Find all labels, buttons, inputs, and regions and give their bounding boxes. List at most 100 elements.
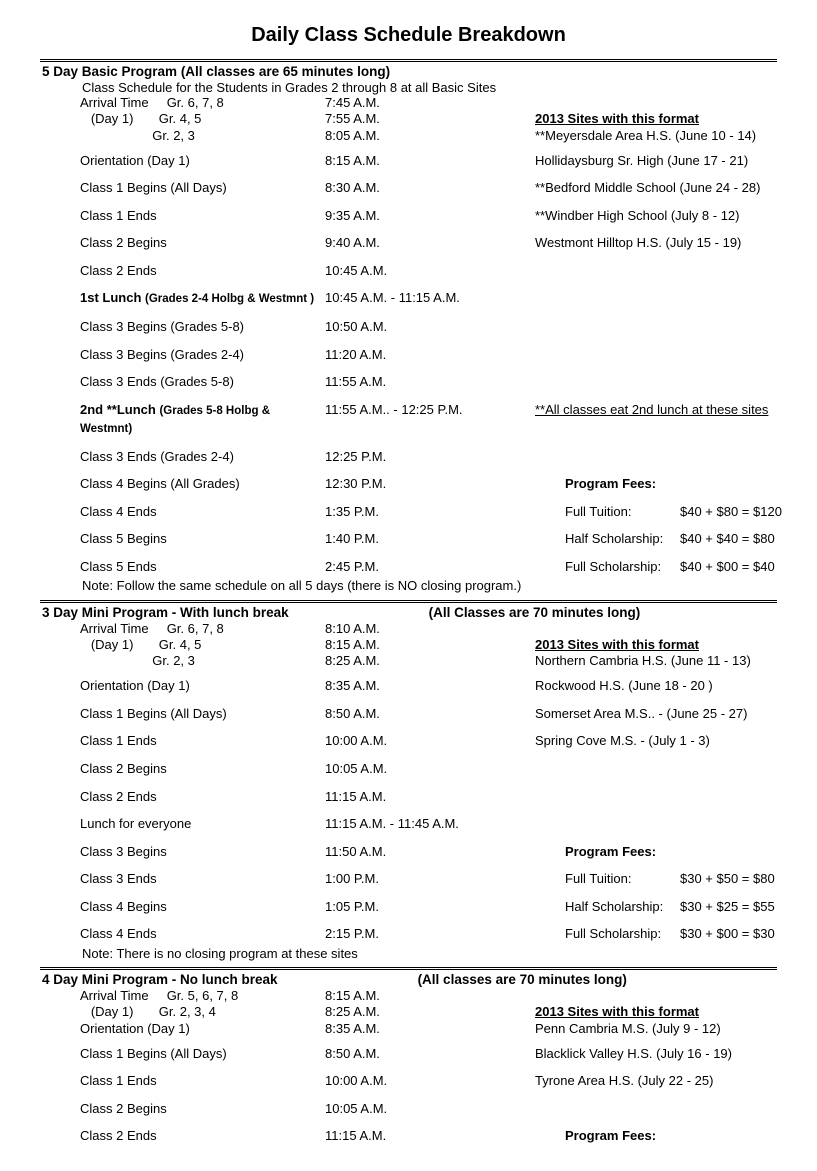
p4-site-1: Penn Cambria M.S. (July 9 - 12): [535, 1021, 795, 1037]
gr5678: Gr. 5, 6, 7, 8: [167, 988, 239, 1003]
p5-subhead: Class Schedule for the Students in Grade…: [40, 80, 777, 95]
fee-hs-value: $30 + $25 = $55: [680, 898, 795, 916]
label: Class 1 Ends: [80, 732, 325, 750]
p4-c1b: Class 1 Begins (All Days)8:50 A.M.Blackl…: [40, 1043, 777, 1065]
p5-c2e: Class 2 Ends10:45 A.M.: [40, 260, 777, 282]
p4-header-left: 4 Day Mini Program - No lunch break: [42, 972, 278, 987]
label: Class 3 Ends (Grades 2-4): [80, 448, 325, 466]
p5-lunch1: 1st Lunch (Grades 2-4 Holbg & Westmnt )1…: [40, 287, 777, 310]
label: Class 1 Begins (All Days): [80, 705, 325, 723]
time: 11:15 A.M. - 11:45 A.M.: [325, 815, 535, 833]
p3-arrival-23: Gr. 2, 3 8:25 A.M. Northern Cambria H.S.…: [40, 653, 777, 669]
time: 11:15 A.M.: [325, 788, 535, 806]
p3-lunch: Lunch for everyone11:15 A.M. - 11:45 A.M…: [40, 813, 777, 835]
p3-c1b: Class 1 Begins (All Days)8:50 A.M.Somers…: [40, 703, 777, 725]
label: Class 3 Begins (Grades 5-8): [80, 318, 325, 336]
time: 11:20 A.M.: [325, 346, 535, 364]
time: 8:15 A.M.: [325, 637, 535, 653]
label: Class 2 Begins: [80, 1100, 325, 1118]
rule-3: [40, 967, 777, 970]
time: 8:50 A.M.: [325, 1045, 535, 1063]
gr23: Gr. 2, 3: [152, 653, 195, 668]
day1: (Day 1): [91, 111, 134, 126]
p4-arrival-234: (Day 1) Gr. 2, 3, 4 8:25 A.M. 2013 Sites…: [40, 1004, 777, 1020]
time: 10:45 A.M. - 11:15 A.M.: [325, 289, 535, 307]
p4-orientation: Orientation (Day 1)8:35 A.M.Penn Cambria…: [40, 1021, 777, 1037]
p3-site-3: Somerset Area M.S.. - (June 25 - 27): [535, 705, 795, 723]
arrival-label: Arrival Time: [80, 621, 149, 636]
fee-fs-label: Full Scholarship:: [565, 925, 680, 943]
label: Class 4 Begins: [80, 898, 325, 916]
p4-header-right: (All classes are 70 minutes long): [418, 972, 627, 987]
p5-arrival-678: Arrival Time Gr. 6, 7, 8 7:45 A.M.: [40, 95, 777, 111]
time: 8:25 A.M.: [325, 1004, 535, 1020]
p3-fee-head: Program Fees:: [535, 843, 795, 861]
fee-hs-value: $40 + $40 = $80: [680, 530, 795, 548]
time: 10:05 A.M.: [325, 1100, 535, 1118]
time: 10:00 A.M.: [325, 1072, 535, 1090]
time: 1:40 P.M.: [325, 530, 535, 548]
p5-site-4: **Windber High School (July 8 - 12): [535, 207, 795, 225]
p3-arrival-45: (Day 1) Gr. 4, 5 8:15 A.M. 2013 Sites wi…: [40, 637, 777, 653]
time: 8:10 A.M.: [325, 621, 535, 637]
p5-site-3: **Bedford Middle School (June 24 - 28): [535, 179, 795, 197]
p4-header: 4 Day Mini Program - No lunch break (All …: [40, 972, 777, 988]
label: Class 2 Ends: [80, 1127, 325, 1145]
time: 10:05 A.M.: [325, 760, 535, 778]
time: 1:05 P.M.: [325, 898, 535, 916]
fee-fs-value: $30 + $00 = $30: [680, 925, 795, 943]
fee-hs-label: Half Scholarship:: [565, 530, 680, 548]
p3-note: Note: There is no closing program at the…: [40, 945, 777, 963]
time: 8:30 A.M.: [325, 179, 535, 197]
label: Class 1 Begins (All Days): [80, 179, 325, 197]
p5-c5e: Class 5 Ends2:45 P.M.Full Scholarship:$4…: [40, 556, 777, 578]
p5-c3b24: Class 3 Begins (Grades 2-4)11:20 A.M.: [40, 344, 777, 366]
p4-arrival-5678: Arrival Time Gr. 5, 6, 7, 8 8:15 A.M.: [40, 988, 777, 1004]
p5-header: 5 Day Basic Program (All classes are 65 …: [40, 64, 777, 80]
time: 9:35 A.M.: [325, 207, 535, 225]
label: Class 4 Ends: [80, 925, 325, 943]
p3-c3b: Class 3 Begins11:50 A.M.Program Fees:: [40, 841, 777, 863]
p3-c4b: Class 4 Begins1:05 P.M.Half Scholarship:…: [40, 896, 777, 918]
p3-c4e: Class 4 Ends2:15 P.M.Full Scholarship:$3…: [40, 923, 777, 945]
time: 8:50 A.M.: [325, 705, 535, 723]
p5-c3b58: Class 3 Begins (Grades 5-8)10:50 A.M.: [40, 316, 777, 338]
label: Class 1 Begins (All Days): [80, 1045, 325, 1063]
p5-lunch2: 2nd **Lunch (Grades 5-8 Holbg & Westmnt)…: [40, 399, 777, 440]
time: 8:35 A.M.: [325, 677, 535, 695]
time: 1:00 P.M.: [325, 870, 535, 888]
label: Lunch for everyone: [80, 815, 325, 833]
p5-site-5: Westmont Hilltop H.S. (July 15 - 19): [535, 234, 795, 252]
day1: (Day 1): [91, 637, 134, 652]
label: Class 5 Ends: [80, 558, 325, 576]
p3-sites-head: 2013 Sites with this format: [535, 637, 795, 653]
time: 8:15 A.M.: [325, 988, 535, 1004]
label: Class 1 Ends: [80, 1072, 325, 1090]
p3-site-2: Rockwood H.S. (June 18 - 20 ): [535, 677, 795, 695]
label: Class 4 Begins (All Grades): [80, 475, 325, 493]
time: 10:00 A.M.: [325, 732, 535, 750]
label: Class 3 Ends: [80, 870, 325, 888]
label: Class 5 Begins: [80, 530, 325, 548]
label: Class 2 Ends: [80, 788, 325, 806]
time: 1:35 P.M.: [325, 503, 535, 521]
label: Orientation (Day 1): [80, 1021, 325, 1037]
p5-c1e: Class 1 Ends9:35 A.M.**Windber High Scho…: [40, 205, 777, 227]
p5-orientation: Orientation (Day 1)8:15 A.M.Hollidaysbur…: [40, 150, 777, 172]
fee-ft-label: Full Tuition:: [565, 503, 680, 521]
label: Class 1 Ends: [80, 207, 325, 225]
p5-c3e24: Class 3 Ends (Grades 2-4)12:25 P.M.: [40, 446, 777, 468]
lunch2-note: **All classes eat 2nd lunch at these sit…: [535, 401, 795, 419]
time: 2:45 P.M.: [325, 558, 535, 576]
p3-arrival-678: Arrival Time Gr. 6, 7, 8 8:10 A.M.: [40, 621, 777, 637]
fee-ft-label: Full Tuition:: [565, 870, 680, 888]
time: 8:15 A.M.: [325, 152, 535, 170]
page-title: Daily Class Schedule Breakdown: [40, 24, 777, 47]
fee-fs-value: $40 + $00 = $40: [680, 558, 795, 576]
p3-site-1: Northern Cambria H.S. (June 11 - 13): [535, 653, 795, 669]
rule-1: [40, 59, 777, 62]
label: Orientation (Day 1): [80, 677, 325, 695]
p5-site-2: Hollidaysburg Sr. High (June 17 - 21): [535, 152, 795, 170]
label: Class 2 Begins: [80, 234, 325, 252]
p3-header-left: 3 Day Mini Program - With lunch break: [42, 605, 289, 620]
